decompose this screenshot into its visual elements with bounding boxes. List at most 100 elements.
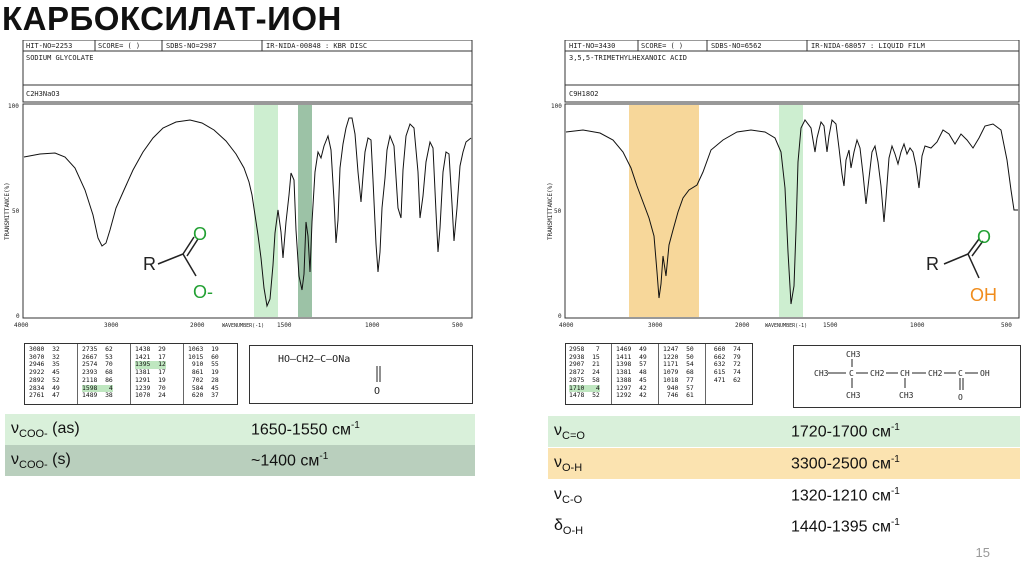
left-peak-col-4: 1063 19 1015 60 910 55 861 19 702 28 584… <box>188 345 219 400</box>
peak-row: 2118 86 <box>82 375 113 384</box>
right-table-row: νC-O 1320-1210 см-1 <box>548 480 1020 511</box>
right-row-1-label: νC=O <box>554 422 585 443</box>
peak-row: 702 28 <box>188 375 219 384</box>
left-row-2-label: νCOO- (s) <box>11 451 71 472</box>
right-ir-nida: IR-NIDA-68057 : LIQUID FILM <box>811 42 925 50</box>
peak-row: 584 45 <box>188 383 219 392</box>
peak-row: 471 62 <box>710 375 741 384</box>
peak-row: 2875 58 <box>569 375 600 384</box>
right-x-tick-500: 500 <box>1001 322 1012 329</box>
peak-row: 2761 47 <box>29 391 60 400</box>
right-structure-box: CH3 CH3 C CH2 CH CH2 C OH CH3 CH3 O <box>793 345 1021 408</box>
peak-row: 2735 62 <box>82 345 113 353</box>
peak-row: 1063 19 <box>188 345 219 353</box>
peak-row: 1388 45 <box>616 375 647 384</box>
left-x-label: WAVENUMBER(-1) <box>222 323 264 329</box>
peak-row: 1381 17 <box>135 368 166 377</box>
peak-row-highlighted: 1598 4 <box>82 383 113 393</box>
right-struct-ch3-bottom-mid: CH3 <box>899 391 914 400</box>
peak-row: 1239 70 <box>135 383 166 392</box>
right-sdbs-no: SDBS-NO=6562 <box>711 42 762 50</box>
right-struct-c2: C <box>958 369 963 378</box>
right-struct-o: O <box>958 393 963 402</box>
right-struct-c: C <box>849 369 854 378</box>
right-table-row: νC=O 1720-1700 см-1 <box>548 416 1020 447</box>
left-structure-formula: HO—CH2—C—ONa <box>278 354 350 365</box>
peak-row-highlighted: 1710 4 <box>569 383 600 393</box>
right-table-row: νO-H 3300-2500 см-1 <box>548 448 1020 479</box>
right-y-tick-0: 0 <box>558 313 562 320</box>
peak-row: 2892 52 <box>29 375 60 384</box>
peak-row: 1411 49 <box>616 352 647 361</box>
left-structure-box: HO—CH2—C—ONa O <box>249 345 473 404</box>
peak-row: 1398 57 <box>616 360 647 369</box>
slide-title: КАРБОКСИЛАТ-ИОН <box>2 0 342 37</box>
right-row-1-range: 1720-1700 см-1 <box>791 422 900 441</box>
left-sdbs-no: SDBS-NO=2987 <box>166 42 217 50</box>
right-struct-ch3-bottom-left: CH3 <box>846 391 861 400</box>
right-spectrum: HIT-NO=3430 SCORE= ( ) SDBS-NO=6562 IR-N… <box>547 40 1020 329</box>
left-ir-nida: IR-NIDA-00848 : KBR DISC <box>266 42 367 50</box>
right-peak-col-2: 1469 49 1411 49 1398 57 1381 48 1388 45 … <box>616 345 647 400</box>
left-x-tick-2000: 2000 <box>190 322 205 329</box>
right-spectrum-trace <box>565 118 1018 305</box>
right-row-4-range: 1440-1395 см-1 <box>791 517 900 536</box>
left-structure-oxygen: O <box>374 386 380 397</box>
peak-row: 2872 24 <box>569 368 600 377</box>
peak-row: 1478 52 <box>569 391 600 400</box>
peak-row: 1079 68 <box>663 368 694 377</box>
page-number: 15 <box>975 545 990 560</box>
left-y-label: TRANSMITTANCE(%) <box>4 182 11 240</box>
right-peak-col-1: 2958 7 2938 15 2907 21 2872 24 2875 58 1… <box>569 345 600 400</box>
peak-row: 2922 45 <box>29 368 60 377</box>
peak-row: 1247 50 <box>663 345 694 353</box>
peak-row: 1171 54 <box>663 360 694 369</box>
peak-row: 746 61 <box>663 391 694 400</box>
peak-row: 3070 32 <box>29 352 60 361</box>
left-peak-col-2: 2735 62 2667 53 2574 70 2393 68 2118 86 … <box>82 345 113 400</box>
peak-row: 2938 15 <box>569 352 600 361</box>
right-struct-o-top: O <box>977 227 991 247</box>
right-x-label: WAVENUMBER(-1) <box>765 323 807 329</box>
left-spectrum-trace <box>23 117 472 308</box>
left-row-1-range: 1650-1550 см-1 <box>251 420 360 439</box>
left-x-tick-1500: 1500 <box>277 322 292 329</box>
right-x-tick-3000: 3000 <box>648 322 663 329</box>
right-row-4-label: δO-H <box>554 517 584 538</box>
left-spectrum: HIT-NO=2253 SCORE= ( ) SDBS-NO=2987 IR-N… <box>4 40 473 329</box>
peak-row: 2834 49 <box>29 383 60 392</box>
right-struct-oh: OH <box>980 369 990 378</box>
left-peak-col-1: 3080 32 3070 32 2946 35 2922 45 2892 52 … <box>29 345 60 400</box>
peak-row: 1381 48 <box>616 368 647 377</box>
peak-row: 861 19 <box>188 368 219 377</box>
right-hit-no: HIT-NO=3430 <box>569 42 615 50</box>
peak-row: 1292 42 <box>616 391 647 400</box>
left-y-tick-0: 0 <box>16 313 20 320</box>
peak-row: 2667 53 <box>82 352 113 361</box>
peak-row: 1220 50 <box>663 352 694 361</box>
left-peak-table: 3080 32 3070 32 2946 35 2922 45 2892 52 … <box>24 343 238 405</box>
left-row-2-range: ~1400 см-1 <box>251 451 329 470</box>
right-x-tick-1000: 1000 <box>910 322 925 329</box>
left-struct-o-top: O <box>193 224 207 244</box>
peak-row: 632 72 <box>710 360 741 369</box>
right-band-co <box>779 105 803 317</box>
peak-row: 1438 29 <box>135 345 166 353</box>
right-struct-ch: CH <box>900 369 910 378</box>
peak-row-highlighted: 1395 12 <box>135 360 166 370</box>
right-struct-ch2-a: CH2 <box>870 369 885 378</box>
right-x-tick-2000: 2000 <box>735 322 750 329</box>
right-compound-name: 3,5,5-TRIMETHYLHEXANOIC ACID <box>569 54 687 62</box>
right-peak-col-3: 1247 50 1220 50 1171 54 1079 68 1018 77 … <box>663 345 694 400</box>
left-score: SCORE= ( ) <box>98 42 140 50</box>
left-x-tick-4000: 4000 <box>14 322 29 329</box>
left-table-row: νCOO- (as) 1650-1550 см-1 <box>5 414 475 445</box>
right-score: SCORE= ( ) <box>641 42 683 50</box>
right-formula: C9H18O2 <box>569 90 599 98</box>
left-compound-name: SODIUM GLYCOLATE <box>26 54 93 62</box>
peak-row: 2907 21 <box>569 360 600 369</box>
right-struct-oh: OH <box>970 285 997 305</box>
right-row-2-range: 3300-2500 см-1 <box>791 454 900 473</box>
left-x-tick-500: 500 <box>452 322 463 329</box>
peak-row: 1469 49 <box>616 345 647 353</box>
